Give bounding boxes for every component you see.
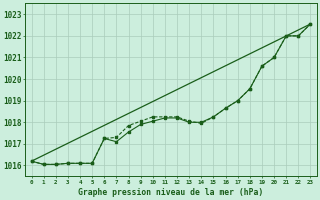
X-axis label: Graphe pression niveau de la mer (hPa): Graphe pression niveau de la mer (hPa): [78, 188, 264, 197]
